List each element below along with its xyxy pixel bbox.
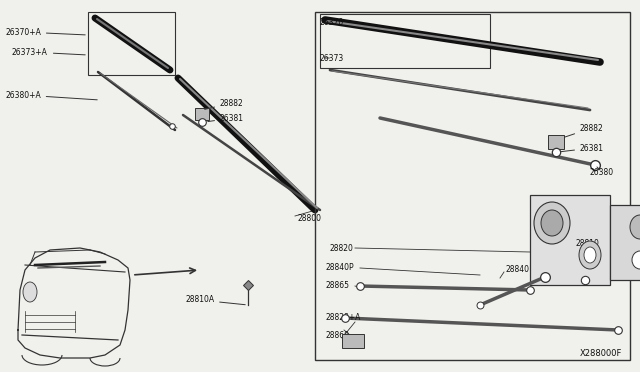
Bar — [548, 135, 564, 149]
Text: 28840: 28840 — [505, 266, 529, 275]
Ellipse shape — [541, 210, 563, 236]
Ellipse shape — [23, 282, 37, 302]
Ellipse shape — [579, 241, 601, 269]
Text: 28810A: 28810A — [185, 295, 245, 305]
Text: 28840P: 28840P — [325, 263, 354, 273]
Text: 28882: 28882 — [205, 99, 244, 109]
Text: 26370+A: 26370+A — [5, 28, 85, 36]
Ellipse shape — [630, 215, 640, 239]
Text: 28860: 28860 — [325, 330, 349, 340]
Text: 28820: 28820 — [330, 244, 354, 253]
Ellipse shape — [534, 202, 570, 244]
Text: 26381: 26381 — [561, 144, 604, 153]
Bar — [88, 12, 175, 75]
Ellipse shape — [632, 251, 640, 269]
Text: 26373: 26373 — [320, 54, 344, 62]
Ellipse shape — [584, 247, 596, 263]
Text: 28828+A: 28828+A — [325, 314, 360, 323]
Bar — [195, 108, 209, 120]
Bar — [530, 195, 610, 285]
Text: 28800: 28800 — [297, 214, 321, 222]
Text: 26380+A: 26380+A — [5, 90, 97, 100]
Bar — [315, 12, 630, 360]
Text: 26380: 26380 — [590, 167, 614, 176]
Text: 26370: 26370 — [320, 17, 344, 26]
Bar — [342, 334, 364, 348]
Text: X288000F: X288000F — [580, 349, 622, 358]
Text: 26373+A: 26373+A — [12, 48, 85, 57]
Text: 28810: 28810 — [575, 238, 599, 247]
Bar — [610, 205, 640, 280]
Text: 28865: 28865 — [325, 282, 349, 291]
Bar — [320, 14, 490, 68]
Text: 26381: 26381 — [208, 113, 244, 122]
Text: 28882: 28882 — [564, 124, 604, 137]
